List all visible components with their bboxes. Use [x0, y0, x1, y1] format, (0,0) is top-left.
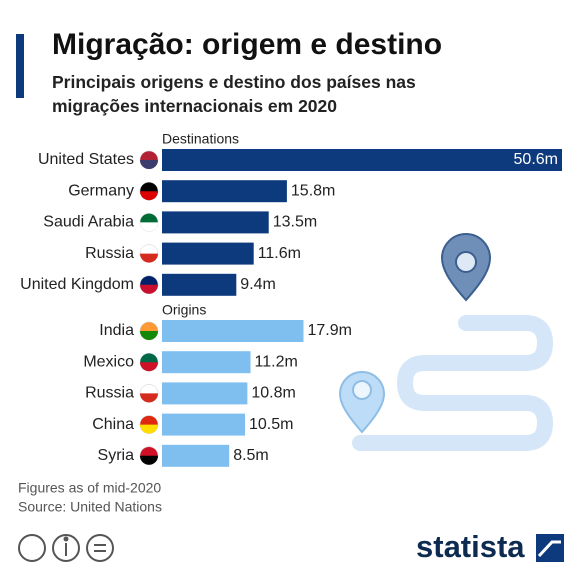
category-label: United Kingdom — [20, 276, 134, 293]
title: Migração: origem e destino — [52, 28, 443, 61]
source: Source: United Nations — [18, 499, 162, 515]
flag-icon — [140, 253, 158, 263]
value-label: 10.8m — [251, 385, 295, 402]
category-label: United States — [38, 151, 134, 168]
brand: statista — [416, 529, 525, 564]
value-label: 8.5m — [233, 447, 269, 464]
category-label: Russia — [85, 385, 134, 402]
value-label: 11.6m — [258, 245, 301, 262]
bar — [162, 149, 562, 171]
subtitle: Principais origens e destino dos países … — [52, 72, 416, 116]
flag-icon — [140, 160, 158, 169]
flag-icon — [140, 424, 158, 434]
value-label: 50.6m — [514, 151, 558, 168]
category-label: Syria — [98, 447, 135, 464]
category-label: Russia — [85, 245, 134, 262]
pin-icon — [338, 371, 386, 434]
flag-icon — [140, 362, 158, 372]
value-label: 15.8m — [291, 182, 335, 199]
license-icons — [18, 534, 114, 562]
flag-icon — [140, 222, 158, 232]
logo-mark — [536, 534, 564, 562]
category-label: India — [99, 322, 134, 339]
bar — [162, 211, 269, 234]
value-label: 10.5m — [249, 416, 293, 433]
bar — [162, 413, 246, 436]
flag-icon — [140, 393, 158, 403]
value-label: 17.9m — [308, 322, 352, 339]
group-label: Origins — [162, 302, 206, 318]
bar — [162, 180, 287, 203]
accent — [16, 34, 24, 98]
category-label: China — [92, 416, 134, 433]
note: Figures as of mid-2020 — [18, 480, 161, 496]
bar — [162, 382, 248, 405]
value-label: 11.2m — [255, 353, 298, 370]
flag-icon — [140, 455, 158, 465]
value-label: 13.5m — [273, 214, 317, 231]
group-label: Destinations — [162, 131, 239, 147]
bar — [162, 320, 304, 342]
decoration — [352, 315, 554, 451]
pin-icon — [440, 233, 492, 302]
bar — [162, 273, 237, 296]
bar — [162, 351, 251, 374]
bar — [162, 444, 230, 467]
value-label: 9.4m — [240, 276, 276, 293]
category-label: Saudi Arabia — [43, 214, 134, 231]
category-label: Germany — [68, 182, 134, 199]
flag-icon — [140, 331, 158, 340]
bar — [162, 242, 254, 265]
flag-icon — [140, 284, 158, 294]
category-label: Mexico — [83, 353, 134, 370]
flag-icon — [140, 191, 158, 201]
